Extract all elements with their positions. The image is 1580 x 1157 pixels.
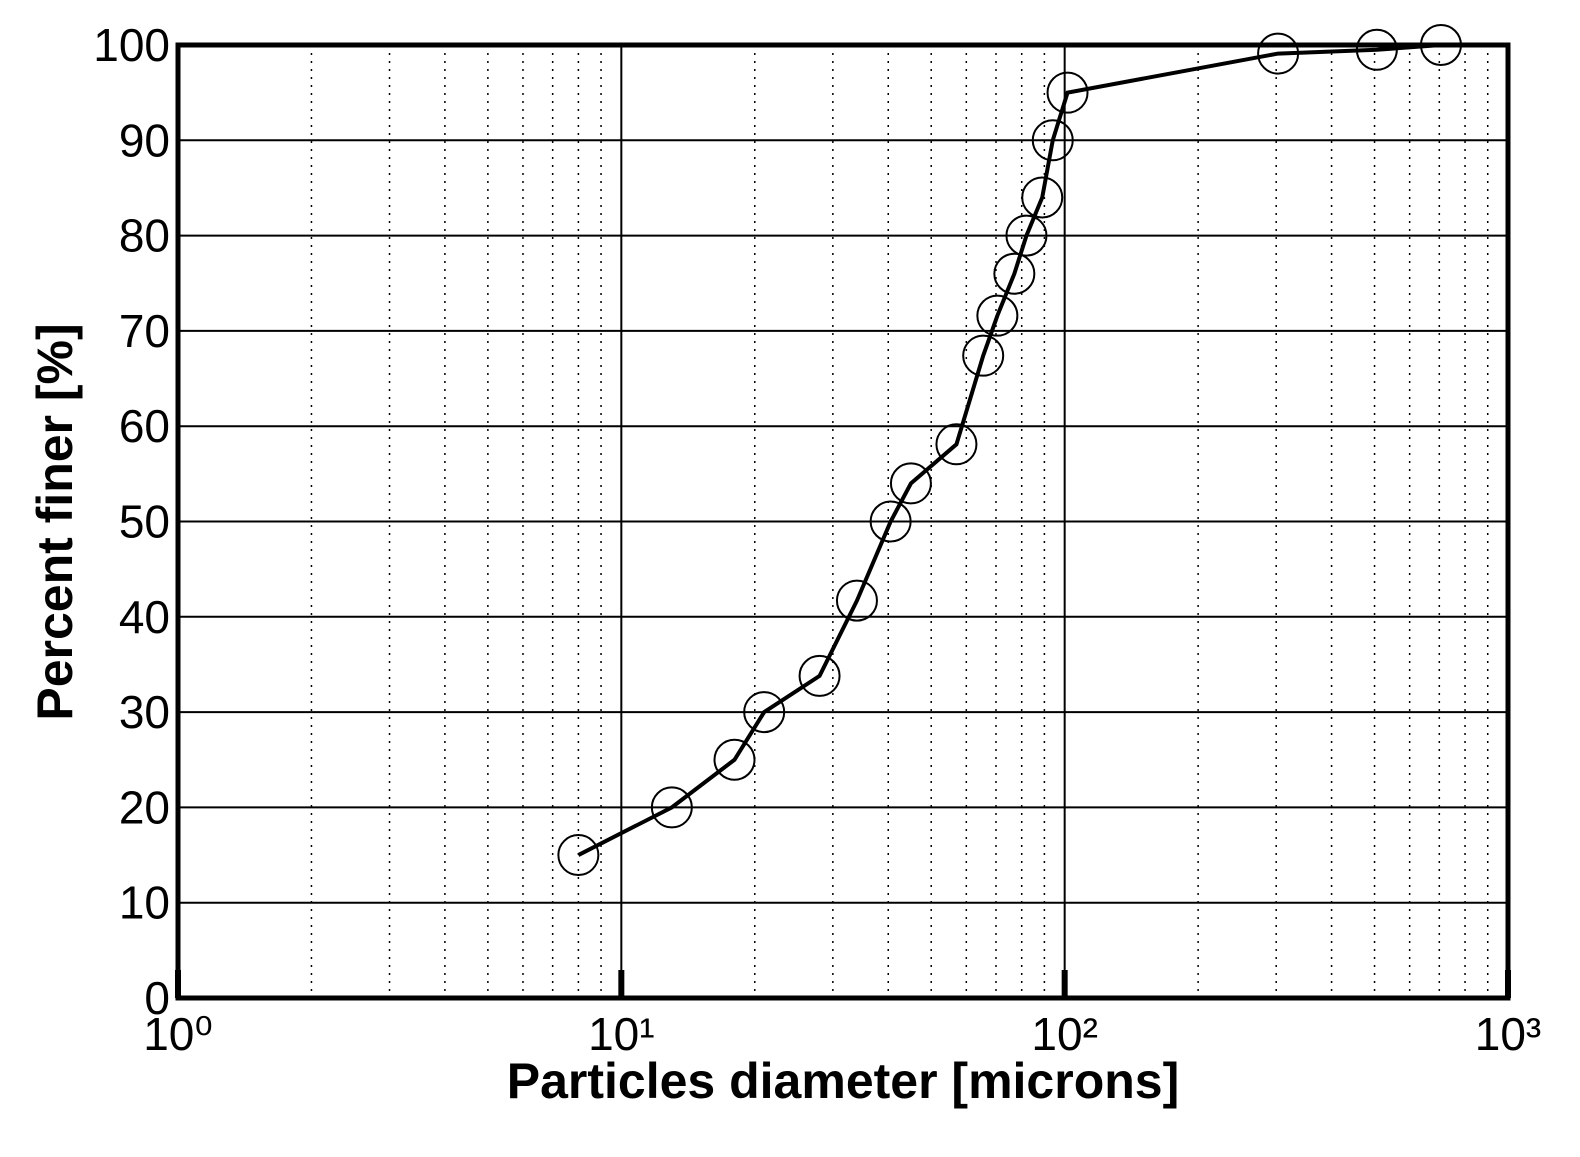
plot-frame	[175, 42, 1511, 1001]
x-tick-label: 10²	[1031, 1008, 1097, 1060]
y-tick-label: 70	[119, 305, 170, 357]
data-point	[798, 654, 841, 697]
data-point	[650, 786, 693, 829]
y-tick-label: 30	[119, 686, 170, 738]
x-tick-label: 10¹	[588, 1008, 654, 1060]
data-point	[869, 500, 912, 543]
data-point	[1031, 119, 1074, 162]
x-axis-title: Particles diameter [microns]	[507, 1053, 1180, 1109]
y-tick-label: 20	[119, 781, 170, 833]
y-tick-label: 100	[93, 19, 170, 71]
x-tick-label: 10⁰	[143, 1008, 213, 1060]
y-axis-title: Percent finer [%]	[27, 323, 83, 720]
y-tick-label: 10	[119, 877, 170, 929]
y-tick-label: 0	[144, 972, 170, 1024]
data-point	[743, 691, 786, 734]
y-tick-label: 80	[119, 210, 170, 262]
data-point	[889, 462, 932, 505]
y-tick-label: 90	[119, 114, 170, 166]
data-point	[1257, 32, 1300, 75]
y-tick-label: 40	[119, 591, 170, 643]
data-point	[1419, 24, 1462, 66]
y-tick-label: 60	[119, 400, 170, 452]
data-point	[993, 252, 1036, 295]
x-tick-label: 10³	[1475, 1008, 1541, 1060]
data-point	[713, 738, 756, 781]
data-point	[962, 334, 1005, 377]
data-point	[976, 294, 1019, 337]
y-tick-label: 50	[119, 496, 170, 548]
data-point	[557, 834, 600, 877]
data-point	[935, 423, 978, 466]
data-point	[1046, 71, 1089, 114]
data-point	[1005, 214, 1048, 257]
data-point	[1355, 28, 1398, 71]
data-line	[577, 43, 1442, 857]
data-point	[835, 579, 878, 622]
data-point	[1021, 176, 1064, 219]
